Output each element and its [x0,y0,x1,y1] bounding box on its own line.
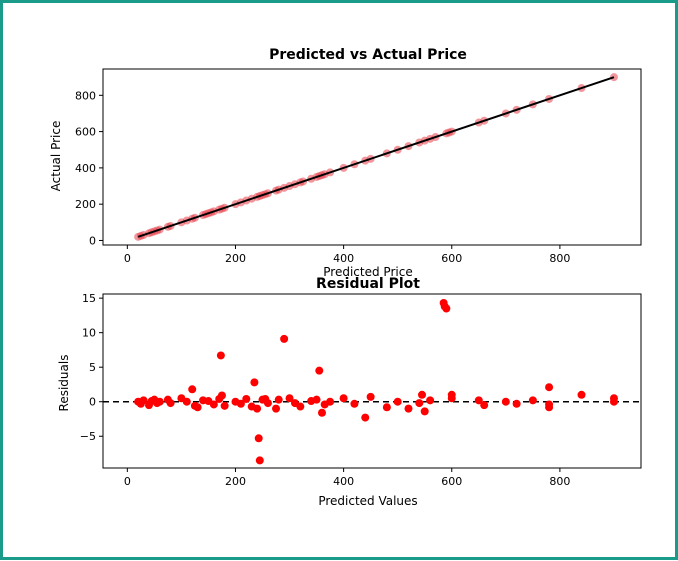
data-point [250,378,259,387]
figure-canvas: Predicted vs Actual Price Predicted Pric… [49,47,642,508]
x-tick-label: 800 [549,475,570,488]
y-tick-label: 400 [75,162,96,175]
data-point [139,396,148,405]
data-point [420,407,429,416]
data-point [480,401,489,410]
plot2-ylabel: Residuals [57,355,71,412]
data-point [545,383,554,392]
data-point [280,334,289,343]
x-tick-label: 400 [333,475,354,488]
data-point [317,408,326,417]
data-point [326,397,335,406]
data-point [166,399,175,408]
data-point [263,399,272,408]
data-point [315,366,324,375]
y-tick-label: 800 [75,89,96,102]
x-tick-label: 600 [441,475,462,488]
y-tick-label: 0 [89,234,96,247]
data-point [366,392,375,401]
data-point [242,394,251,403]
y-tick-label: 10 [82,327,96,340]
plot1-title: Predicted vs Actual Price [269,47,467,63]
data-point [253,404,262,413]
x-tick-label: 800 [549,252,570,265]
data-point [393,397,402,406]
data-point [339,394,348,403]
y-tick-label: 15 [82,292,96,305]
plot1-xlabel: Predicted Price [323,265,412,279]
data-point [426,396,435,405]
data-point [254,434,263,443]
plot1-axes-frame [102,68,642,246]
plot2-title: Residual Plot [316,276,420,292]
x-tick-label: 400 [333,252,354,265]
y-tick-label: 5 [89,361,96,374]
y-tick-label: 0 [89,396,96,409]
plot2-axes-frame [102,293,642,469]
data-point [209,400,218,409]
data-point [382,403,391,412]
data-point [285,394,294,403]
y-tick-label: −5 [80,430,96,443]
data-point [188,385,197,394]
data-point [216,351,225,360]
y-tick-label: 200 [75,198,96,211]
data-point [545,403,554,412]
data-point [220,401,229,410]
data-point [361,413,370,422]
x-tick-label: 0 [124,475,131,488]
data-point [404,404,413,413]
data-point [609,397,618,406]
plot1-ylabel: Actual Price [49,121,63,192]
data-point [442,304,451,313]
data-point [255,456,264,465]
data-point [217,391,226,400]
data-point [296,402,305,411]
data-point [447,394,456,403]
y-tick-label: 600 [75,126,96,139]
x-tick-label: 0 [124,252,131,265]
data-point [193,403,202,412]
residual-plot: Residual Plot Predicted Values Residuals… [57,276,642,508]
plot2-points [134,298,618,465]
data-point [512,399,521,408]
plot2-ticks: 0 200 400 600 800 −5 0 5 10 15 [80,292,571,488]
data-point [155,397,164,406]
x-tick-label: 200 [225,475,246,488]
x-tick-label: 600 [441,252,462,265]
data-point [274,395,283,404]
predicted-vs-actual-plot: Predicted vs Actual Price Predicted Pric… [49,47,642,279]
data-point [415,399,424,408]
identity-line [137,76,615,238]
data-point [501,397,510,406]
x-tick-label: 200 [225,252,246,265]
data-point [577,390,586,399]
data-point [528,396,537,405]
data-point [418,390,427,399]
data-point [350,399,359,408]
plot1-ticks: 0 200 400 600 800 0 200 400 600 800 [75,89,570,265]
data-point [312,395,321,404]
plot1-reference-line [137,76,615,238]
plot2-xlabel: Predicted Values [318,494,417,508]
data-point [182,397,191,406]
data-point [236,399,245,408]
data-point [272,404,281,413]
data-point [474,396,483,405]
